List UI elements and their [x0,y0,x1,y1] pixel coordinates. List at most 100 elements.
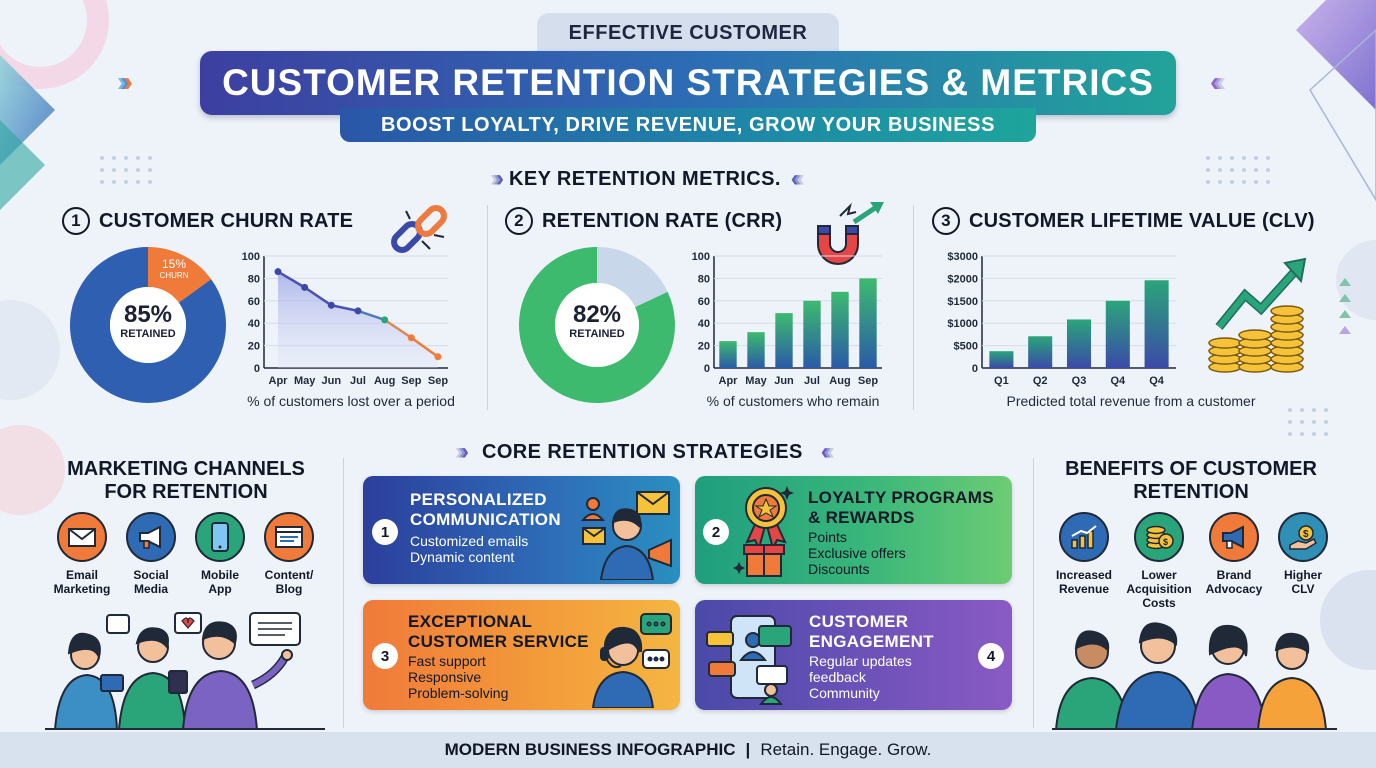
channel-label-line1: Mobile [201,568,239,582]
churn-slice-text: CHURN [159,271,189,280]
churn-line-x-tick: Sep [401,375,421,387]
strategy-title-line1: CUSTOMER [809,612,909,631]
churn-line-y-tick: 60 [248,296,260,308]
retention-bar-bar [831,291,849,368]
retention-bar-x-tick: Apr [719,375,739,387]
clv-bar-bar [1144,280,1169,368]
channel-label-line2: App [208,582,232,596]
chevrons-right-icon: ››› [117,66,134,97]
megaphone-icon [126,512,176,562]
envelope-icon [57,512,107,562]
benefit-advocacy: Brand Advocacy [1199,512,1269,596]
retention-bar-y-tick: 20 [698,341,710,353]
retention-bar-y-tick: 0 [704,363,710,375]
strategy-card-service: 3 EXCEPTIONAL CUSTOMER SERVICE Fast supp… [363,600,680,710]
retention-bar-x-tick: May [745,375,767,387]
footer-label: MODERN BUSINESS INFOGRAPHIC [444,740,736,759]
smartphone-icon [195,512,245,562]
hand-dollar-icon: $ [1278,512,1328,562]
metric-title-retention: 2 RETENTION RATE (CRR) [505,207,782,235]
strategy-item: Discounts [808,561,870,577]
page-subtitle: BOOST LOYALTY, DRIVE REVENUE, GROW YOUR … [340,108,1036,142]
strategy-item: Problem-solving [408,685,509,701]
strategy-item: Regular updates [809,653,912,669]
strategy-card-personalized: 1 PERSONALIZED COMMUNICATION Customized … [363,476,680,584]
retention-donut-chart [519,247,675,403]
clv-bar-y-tick: 0 [972,363,978,375]
clv-bar-y-tick: $3000 [947,251,978,263]
retention-donut-center: 82% RETAINED [557,301,637,341]
retention-bar-x-tick: Sep [858,375,878,387]
retention-donut-value: 82% [572,301,622,328]
benefit-label-line2: Revenue [1058,582,1110,596]
tablet-chat-icon [706,615,792,705]
churn-line-segment [277,270,306,289]
metric-title-text: CUSTOMER CHURN RATE [99,209,354,232]
churn-caption: % of customers lost over a period [247,393,455,409]
retention-bar-x-tick: Jun [774,375,794,387]
reward-badge-icon [733,486,794,577]
benefit-label-line2: CLV [1291,582,1315,596]
strategy-title-line2: COMMUNICATION [410,510,561,529]
strategy-item: feedback [809,669,866,685]
strategies-heading: ››› CORE RETENTION STRATEGIES ‹‹‹ [455,438,835,466]
strategy-title-line1: PERSONALIZED [410,490,547,509]
clv-bar-x-tick: Q4 [1149,375,1165,387]
clv-bar-y-tick: $500 [954,341,978,353]
person-messages-icon [580,491,672,580]
footer-separator: | [745,740,751,759]
strategy-item: Responsive [408,669,482,685]
metric-number: 3 [932,207,960,235]
retention-bar-y-tick: 100 [692,251,710,263]
churn-line-y-tick: 80 [248,273,260,285]
chevrons-left-icon: ‹‹‹ [1210,66,1227,97]
strategy-title-line1: EXCEPTIONAL [408,612,533,631]
retention-slice-lost [519,247,675,403]
clv-bar-y-tick: $1500 [947,296,978,308]
benefit-label-line1: Increased [1055,568,1113,582]
page-title: CUSTOMER RETENTION STRATEGIES & METRICS [200,51,1176,115]
strategy-number: 3 [372,643,398,669]
clv-bar-bar [1028,336,1053,368]
churn-donut-value: 85% [123,301,173,328]
churn-slice-value: 15% [161,257,187,271]
channel-email: Email Marketing [47,512,117,596]
churn-line-y-tick: 20 [248,341,260,353]
strategy-title-line2: & REWARDS [808,508,915,527]
churn-line-segment [383,318,413,339]
churn-line-segment [331,304,359,313]
channel-label-line1: Content/ [264,568,314,582]
clv-bar-chart: 0 $500 $1000 $1500 $2000 $3000 Q1 Q2 Q3 Q4 Q4 [947,251,1176,387]
churn-line-point [354,307,362,315]
churn-line-y-tick: 40 [248,318,260,330]
metrics-heading: ››› KEY RETENTION METRICS. ‹‹‹ [490,165,805,193]
column-divider [343,458,344,728]
churn-line-segment [357,309,386,322]
retention-bar-x-tick: Aug [829,375,850,387]
channel-label-line2: Media [133,582,168,596]
churn-line-point [274,268,282,276]
eyebrow-label: EFFECTIVE CUSTOMER [537,13,839,53]
clv-bar-x-tick: Q3 [1072,375,1087,387]
retention-donut-label: RETAINED [569,328,625,340]
clv-bar-y-tick: $1000 [947,318,978,330]
channel-mobile: Mobile App [185,512,255,596]
churn-slice-label: 15% CHURN [152,258,196,281]
clv-caption: Predicted total revenue from a customer [1006,393,1256,409]
churn-line-point [381,316,389,324]
benefits-heading: BENEFITS OF CUSTOMER RETENTION [1038,458,1344,504]
column-divider [487,205,488,410]
churn-line-x-tick: Jul [350,375,366,387]
strategy-number: 2 [703,519,729,545]
channel-label-line2: Blog [275,582,303,596]
channel-label-line1: Email [65,568,98,582]
benefit-revenue: Increased Revenue [1049,512,1119,596]
retention-bar-bar [803,300,821,368]
strategy-item: Points [808,529,847,545]
svg-text:$: $ [1163,537,1168,547]
footer-tagline: Retain. Engage. Grow. [760,740,932,759]
chevrons-left-icon: ‹‹‹ [790,165,805,192]
churn-donut-label: RETAINED [120,328,176,340]
churn-line-point [434,353,442,361]
metric-title-text: CUSTOMER LIFETIME VALUE (CLV) [969,209,1315,232]
